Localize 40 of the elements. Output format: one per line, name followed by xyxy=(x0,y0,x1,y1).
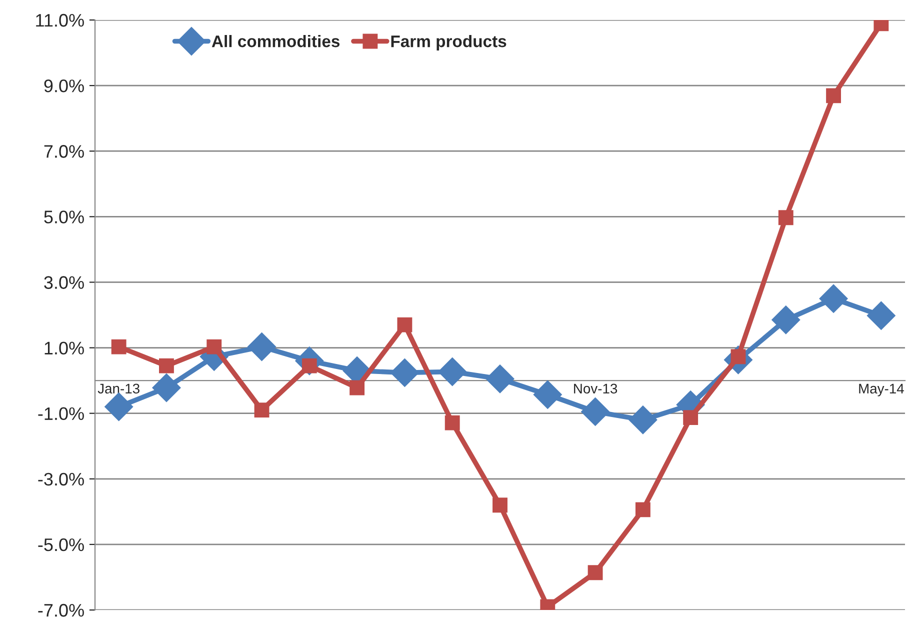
y-tick-label: 7.0% xyxy=(44,145,84,158)
point xyxy=(826,88,841,104)
point xyxy=(159,358,174,374)
point xyxy=(390,358,419,387)
point xyxy=(683,410,698,426)
y-tick-label: 3.0% xyxy=(44,276,84,289)
point xyxy=(438,357,467,386)
y-tick-label: 11.0% xyxy=(36,14,84,27)
y-tick-label: -3.0% xyxy=(38,472,84,486)
y-tick-label: 5.0% xyxy=(44,210,84,224)
point xyxy=(819,284,848,313)
x-tick-label: Nov-13 xyxy=(574,384,618,394)
point xyxy=(104,392,134,422)
y-tick-label: 1.0% xyxy=(44,342,84,354)
x-tick-label: May-14 xyxy=(859,384,904,396)
point xyxy=(247,332,276,362)
point xyxy=(533,380,562,409)
point xyxy=(397,317,412,332)
legend-label: Farm products xyxy=(391,35,506,51)
y-tick-label: -1.0% xyxy=(38,407,84,420)
y-tick-label: 9.0% xyxy=(44,79,84,92)
point xyxy=(772,306,800,334)
point xyxy=(350,380,365,396)
y-tick-label: -5.0% xyxy=(38,538,84,552)
point xyxy=(635,502,650,518)
point xyxy=(486,364,514,394)
point xyxy=(628,406,658,434)
point xyxy=(254,402,270,418)
point xyxy=(581,397,610,426)
y-tick-label: -7.0% xyxy=(38,604,84,617)
legend-label: All commodities xyxy=(212,35,340,48)
point xyxy=(492,498,508,513)
point xyxy=(588,565,603,580)
point xyxy=(152,373,181,402)
point xyxy=(866,301,896,330)
x-tick-label: Jan-13 xyxy=(98,384,140,394)
point xyxy=(444,415,460,430)
point xyxy=(111,339,126,354)
point xyxy=(206,339,222,354)
point xyxy=(778,210,794,226)
